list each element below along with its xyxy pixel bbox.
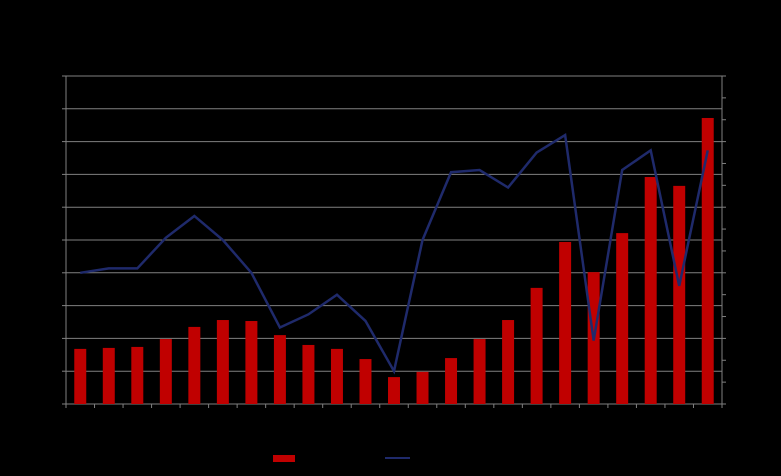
bar [74,348,87,404]
bar [701,117,714,404]
bar [388,377,400,404]
bar [616,233,629,404]
bar [473,339,486,404]
bar [102,347,115,404]
bar [359,359,372,404]
bar [245,321,258,404]
legend-swatch-bar [273,455,295,462]
bar [644,177,657,404]
line [80,132,709,375]
bar [216,320,229,404]
bar [502,320,515,404]
bar [159,339,172,404]
bar [330,348,343,404]
bar [416,371,429,404]
bar [530,287,543,404]
bar [302,344,315,404]
bar [559,241,572,404]
bar [188,326,201,404]
bar [673,185,686,404]
bar [131,346,144,404]
bar [445,358,458,404]
bar [273,335,286,404]
